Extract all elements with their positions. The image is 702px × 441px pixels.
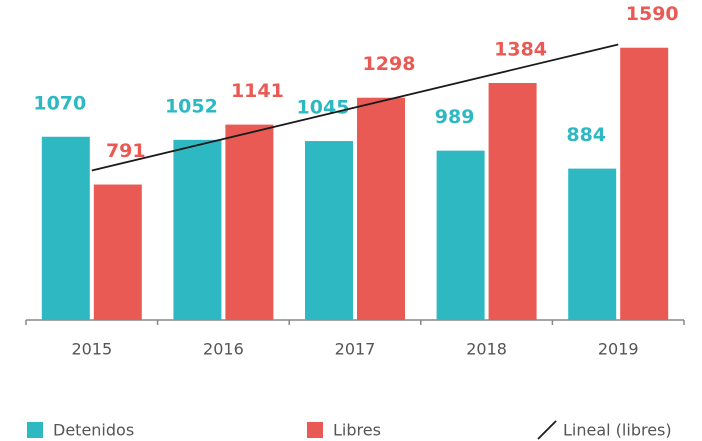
legend-label: Lineal (libres) bbox=[563, 421, 672, 440]
bar bbox=[568, 168, 617, 320]
legend-swatch bbox=[27, 422, 43, 438]
bar bbox=[173, 139, 222, 320]
bar bbox=[93, 184, 142, 320]
trend-line bbox=[91, 43, 619, 172]
bar bbox=[305, 141, 353, 320]
data-label: 1045 bbox=[297, 97, 350, 119]
legend-label: Libres bbox=[333, 421, 381, 440]
bar bbox=[357, 97, 405, 320]
bar bbox=[41, 136, 90, 320]
data-label: 1052 bbox=[165, 95, 218, 117]
data-label: 1141 bbox=[231, 80, 284, 102]
x-tick-label: 2019 bbox=[598, 340, 639, 359]
data-label: 791 bbox=[106, 140, 146, 162]
legend-swatch bbox=[537, 420, 557, 440]
data-label: 1590 bbox=[626, 3, 679, 25]
data-label: 989 bbox=[435, 106, 475, 128]
bar bbox=[225, 124, 274, 320]
x-tick-label: 2018 bbox=[466, 340, 507, 359]
data-label: 1384 bbox=[494, 38, 547, 60]
x-tick-label: 2017 bbox=[335, 340, 376, 359]
data-label: 884 bbox=[566, 124, 606, 146]
bar bbox=[436, 150, 485, 320]
bar bbox=[488, 82, 537, 321]
x-tick-label: 2015 bbox=[71, 340, 112, 359]
x-tick-label: 2016 bbox=[203, 340, 244, 359]
data-label: 1070 bbox=[33, 92, 86, 114]
legend-swatch bbox=[307, 422, 323, 438]
bar bbox=[620, 47, 669, 321]
legend-label: Detenidos bbox=[53, 421, 134, 440]
data-label: 1298 bbox=[363, 53, 416, 75]
